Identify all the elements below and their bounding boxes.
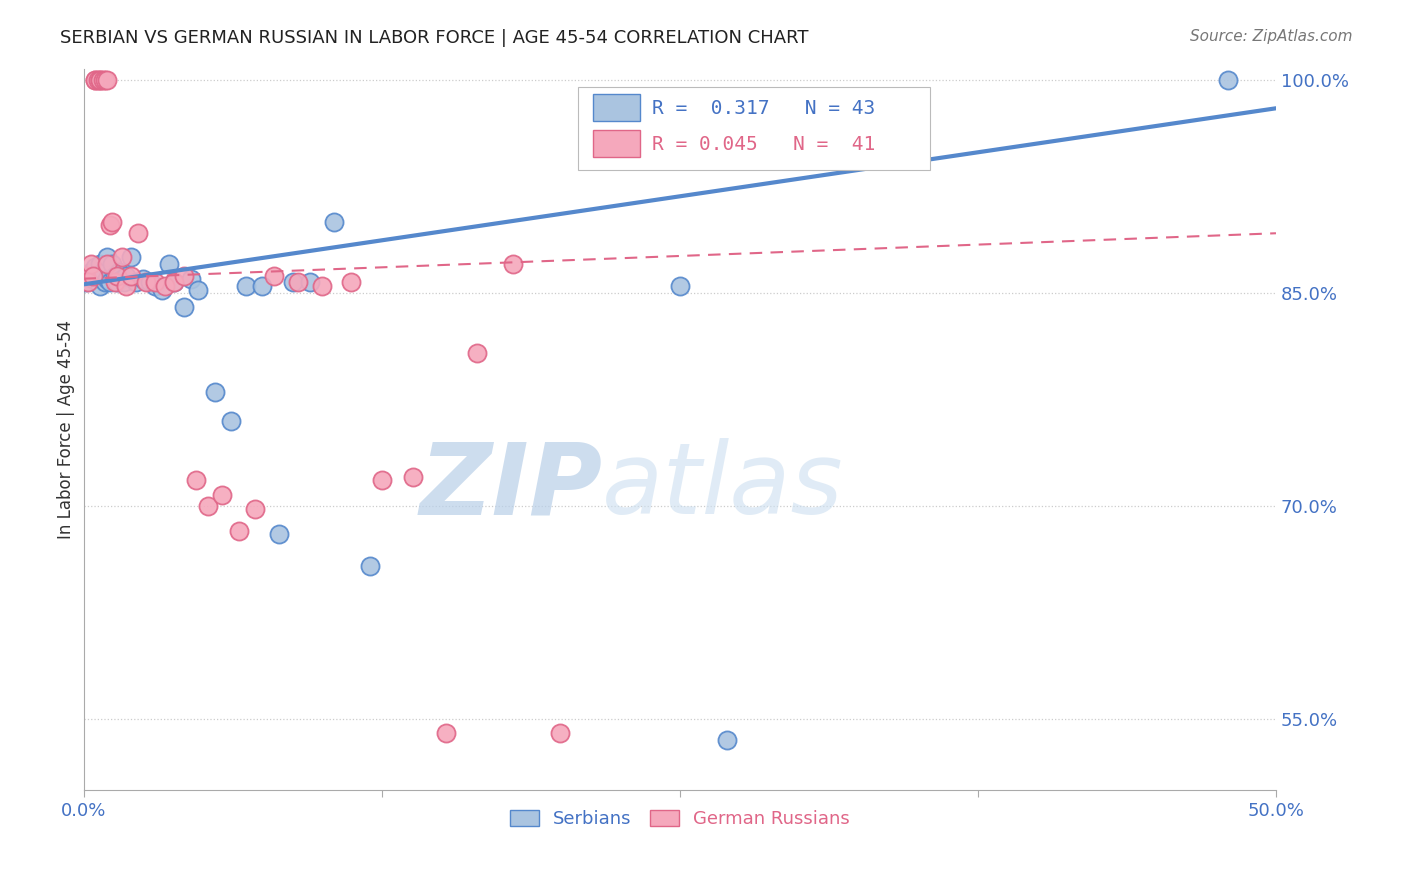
Point (127, 226, 149, 240)
Point (228, 524, 250, 539)
Point (143, 278, 166, 293)
Point (89, 278, 111, 293)
Point (108, 264, 131, 278)
Point (125, 275, 148, 289)
Point (96, 251, 118, 265)
Point (143, 275, 166, 289)
Point (323, 215, 346, 229)
Point (359, 558, 381, 573)
Point (103, 268, 125, 283)
Text: R =  0.317   N = 43: R = 0.317 N = 43 (652, 99, 876, 118)
Point (84, 73, 107, 87)
Point (173, 300, 195, 314)
Point (89, 258, 111, 272)
Point (115, 278, 138, 293)
Point (91, 73, 114, 87)
Point (163, 275, 186, 289)
Point (96, 73, 118, 87)
Point (339, 275, 361, 289)
Point (187, 283, 209, 297)
Point (180, 271, 202, 285)
Point (252, 278, 274, 293)
Point (96, 271, 118, 285)
Point (105, 268, 128, 283)
Text: Source: ZipAtlas.com: Source: ZipAtlas.com (1189, 29, 1353, 44)
Point (101, 258, 124, 272)
Text: SERBIAN VS GERMAN RUSSIAN IN LABOR FORCE | AGE 45-54 CORRELATION CHART: SERBIAN VS GERMAN RUSSIAN IN LABOR FORCE… (60, 29, 808, 46)
Point (283, 275, 305, 289)
FancyBboxPatch shape (593, 130, 640, 157)
Text: atlas: atlas (602, 439, 844, 535)
Point (112, 275, 135, 289)
Point (157, 258, 180, 272)
Point (173, 268, 195, 283)
Point (287, 275, 309, 289)
Point (311, 278, 333, 293)
Point (370, 473, 392, 487)
Point (267, 527, 290, 541)
Point (668, 278, 690, 293)
Point (115, 268, 138, 283)
Point (82, 271, 104, 285)
Point (111, 251, 134, 265)
Point (150, 283, 173, 297)
Point (299, 275, 322, 289)
Point (105, 275, 128, 289)
Point (163, 275, 186, 289)
Point (716, 733, 738, 747)
Point (132, 271, 155, 285)
Point (550, 726, 572, 740)
Point (77, 268, 100, 283)
FancyBboxPatch shape (593, 94, 640, 121)
Point (1218, 73, 1240, 87)
Point (245, 501, 267, 516)
Point (98, 275, 121, 289)
Point (89, 73, 111, 87)
Point (184, 473, 207, 487)
Y-axis label: In Labor Force | Age 45-54: In Labor Force | Age 45-54 (58, 319, 75, 539)
Point (235, 278, 257, 293)
Point (79, 258, 101, 272)
Point (75, 275, 97, 289)
Point (77, 275, 100, 289)
Point (82, 268, 104, 283)
Point (153, 278, 176, 293)
Text: R = 0.045   N =  41: R = 0.045 N = 41 (652, 135, 876, 153)
Point (87, 268, 110, 283)
Point (84, 260, 107, 275)
Point (502, 258, 524, 272)
Point (221, 414, 243, 428)
Point (98, 218, 121, 232)
Point (103, 275, 125, 289)
Point (79, 264, 101, 278)
Point (111, 271, 134, 285)
Point (204, 385, 226, 400)
Point (87, 73, 110, 87)
Point (465, 345, 488, 359)
FancyBboxPatch shape (578, 87, 931, 169)
Point (197, 499, 219, 513)
Point (96, 258, 118, 272)
Point (134, 275, 156, 289)
Legend: Serbians, German Russians: Serbians, German Russians (502, 802, 856, 835)
Point (434, 726, 457, 740)
Point (91, 264, 114, 278)
Point (89, 73, 111, 87)
Text: ZIP: ZIP (419, 439, 602, 535)
Point (75, 268, 97, 283)
Point (139, 275, 162, 289)
Point (94, 275, 117, 289)
Point (263, 268, 285, 283)
Point (84, 73, 107, 87)
Point (101, 215, 124, 229)
Point (120, 268, 142, 283)
Point (94, 73, 117, 87)
Point (401, 470, 423, 484)
Point (120, 251, 142, 265)
Point (211, 487, 233, 501)
